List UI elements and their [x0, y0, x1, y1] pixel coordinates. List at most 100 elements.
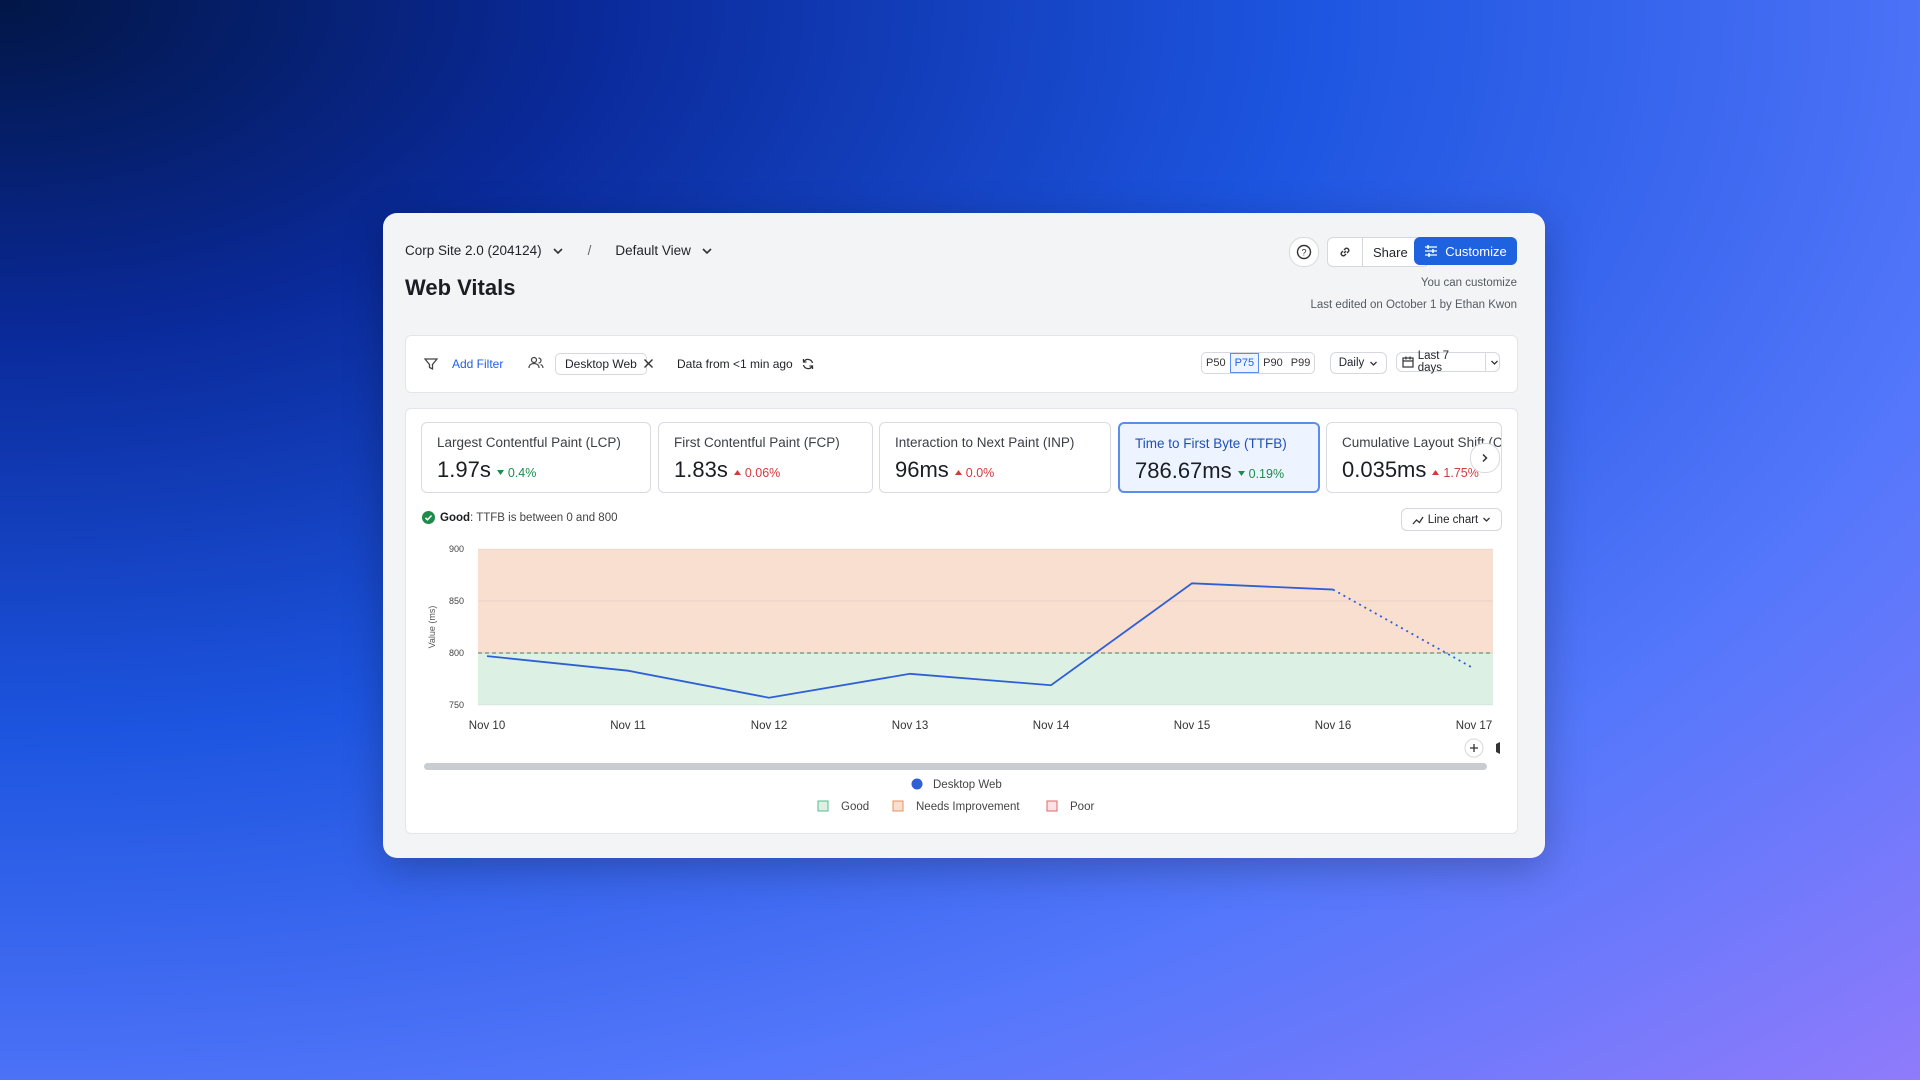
x-tick-label: Nov 13 — [892, 720, 928, 732]
range-dropdown — [1485, 352, 1499, 372]
status-text: : TTFB is between 0 and 800 — [470, 511, 618, 524]
metric-name: Interaction to Next Paint (INP) — [895, 435, 1075, 450]
zoom-in-icon — [1470, 744, 1478, 752]
filter-icon — [424, 358, 438, 371]
metric-value: 786.67ms — [1135, 458, 1232, 483]
metric-value-row: 1.97s 0.4% — [437, 457, 536, 483]
delta-text: 0.0% — [965, 466, 995, 480]
customize-label: Customize — [1445, 243, 1507, 259]
freshness: Data from <1 min ago — [677, 357, 793, 371]
metric-delta: 1.75% — [1432, 466, 1479, 480]
percentile-option[interactable]: P75 — [1229, 353, 1260, 373]
chart-type-select[interactable]: Line chart — [1401, 508, 1502, 531]
metric-card[interactable]: Interaction to Next Paint (INP) 96ms 0.0% — [879, 422, 1111, 493]
scrollbar[interactable] — [424, 763, 1487, 770]
arrow — [1237, 471, 1245, 476]
arrow — [496, 470, 504, 475]
y-tick-label: 900 — [449, 544, 464, 554]
chevron — [702, 247, 712, 254]
trend-arrow — [1237, 471, 1245, 476]
granularity-select[interactable]: Daily — [1330, 352, 1387, 374]
breadcrumb: Corp Site 2.0 (204124) / Default View — [405, 243, 713, 258]
status-label: Good — [440, 511, 471, 524]
trend-arrow — [954, 470, 962, 475]
metric-delta: 0.06% — [733, 466, 781, 480]
svg-text:?: ? — [1301, 248, 1306, 258]
project-selector[interactable]: Corp Site 2.0 (204124) — [405, 243, 542, 258]
x-tick-label: Nov 12 — [751, 720, 787, 732]
band-legend-label: Poor — [1070, 801, 1094, 813]
legend-dot — [911, 778, 923, 790]
metric-value-row: 96ms 0.0% — [895, 457, 994, 483]
metric-delta: 0.0% — [954, 466, 995, 480]
view-selector[interactable]: Default View — [615, 243, 691, 258]
metric-name: Largest Contentful Paint (LCP) — [437, 435, 621, 450]
metric-card[interactable]: Largest Contentful Paint (LCP) 1.97s 0.4% — [421, 422, 651, 493]
trend-arrow — [733, 470, 741, 475]
metric-card[interactable]: Cumulative Layout Shift (CLS) 0.035ms 1.75… — [1326, 422, 1502, 493]
sliders-icon — [1425, 245, 1438, 257]
delta-text: 0.4% — [507, 466, 537, 480]
chevron — [1491, 360, 1498, 365]
edited-note: Last edited on October 1 by Ethan Kwon — [1310, 299, 1518, 311]
percentile-option[interactable]: P90 — [1263, 357, 1283, 369]
trend-arrow — [496, 470, 504, 475]
users-icon — [528, 356, 544, 369]
y-tick-label: 750 — [449, 700, 464, 710]
arrow — [954, 470, 962, 475]
band-legend-swatch — [817, 800, 829, 812]
metric-name: Time to First Byte (TTFB) — [1135, 436, 1287, 451]
help-button[interactable]: ? — [1289, 237, 1319, 267]
percentile-option[interactable]: P99 — [1290, 357, 1311, 369]
customize-note: You can customize — [1420, 277, 1517, 289]
metric-value-row: 0.035ms 1.75% — [1342, 457, 1479, 483]
metric-delta: 0.4% — [496, 466, 537, 480]
status-line: Good: TTFB is between 0 and 800 — [422, 511, 618, 524]
metric-value: 0.035ms — [1342, 457, 1427, 482]
x-tick-label: Nov 16 — [1315, 720, 1351, 732]
x-tick-label: Nov 10 — [469, 720, 505, 732]
filter-chip[interactable]: Desktop Web — [555, 353, 647, 375]
band-legend-label: Needs Improvement — [916, 801, 1020, 813]
check-icon — [422, 511, 435, 524]
y-tick-label: 800 — [449, 648, 464, 658]
metric-value: 1.97s — [437, 457, 491, 482]
add-filter[interactable]: Add Filter — [452, 357, 504, 371]
help-icon: ? — [1296, 244, 1312, 260]
delta-text: 0.06% — [744, 466, 781, 480]
line-icon — [1412, 516, 1424, 524]
metric-value: 96ms — [895, 457, 949, 482]
metric-card[interactable]: First Contentful Paint (FCP) 1.83s 0.06% — [658, 422, 873, 493]
range-select[interactable]: Last 7 days — [1396, 350, 1500, 374]
metric-card[interactable]: Time to First Byte (TTFB) 786.67ms 0.19% — [1118, 422, 1320, 493]
link-button[interactable] — [1328, 238, 1363, 266]
share-group: Share — [1327, 237, 1429, 267]
refresh-icon[interactable] — [801, 357, 815, 371]
y-tick-label: 850 — [449, 596, 464, 606]
metric-value: 1.83s — [674, 457, 728, 482]
chevron — [553, 247, 563, 254]
remove-chip[interactable] — [643, 358, 654, 369]
x-tick-label: Nov 17 — [1456, 720, 1492, 732]
share-button[interactable]: Share — [1373, 244, 1408, 260]
percentile-option[interactable]: P50 — [1206, 357, 1226, 369]
band — [478, 653, 1493, 705]
series-line — [486, 582, 1334, 699]
delta-text: 0.19% — [1248, 467, 1285, 481]
metric-name: First Contentful Paint (FCP) — [674, 435, 840, 450]
chevron — [1483, 517, 1491, 522]
percentile-toggle: P50 P75 P90 P99 — [1201, 352, 1316, 374]
separator: / — [587, 243, 592, 258]
next-metrics[interactable] — [1470, 443, 1500, 473]
metric-delta: 0.19% — [1237, 467, 1285, 481]
customize-button[interactable]: Customize — [1414, 237, 1517, 265]
band-legend-label: Good — [841, 801, 869, 813]
legend-label: Desktop Web — [933, 779, 1002, 791]
calendar-icon — [1402, 356, 1414, 368]
chevron-right — [1482, 453, 1488, 463]
arrow — [1432, 470, 1440, 475]
y-axis-label: Value (ms) — [427, 606, 437, 649]
x-tick-label: Nov 14 — [1033, 720, 1070, 732]
